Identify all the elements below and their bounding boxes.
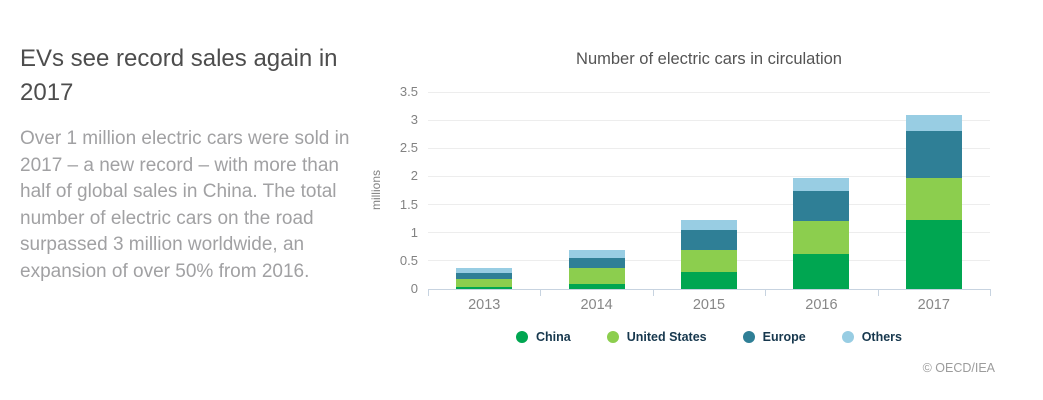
x-tick-label-2017: 2017 (917, 297, 950, 313)
legend-item-united-states[interactable]: United States (606, 330, 707, 344)
bar-segment-others-2017 (906, 114, 962, 132)
bar-segment-others-2013 (456, 268, 512, 274)
gridline-2.5 (428, 147, 990, 149)
bar-2014 (569, 250, 625, 289)
x-axis-tick (653, 289, 654, 296)
chart-title: Number of electric cars in circulation (576, 50, 842, 68)
bar-2016 (793, 178, 849, 289)
copyright-credit: © OECD/IEA (922, 361, 995, 375)
gridline-1.5 (428, 204, 990, 206)
plot-area: 2013 2014 2015 2016 2017 (428, 91, 991, 313)
y-tick-label-3: 3 (410, 112, 418, 128)
bar-segment-others-2014 (569, 250, 625, 259)
legend-label-europe: Europe (762, 330, 806, 344)
x-axis-tick (878, 289, 879, 296)
x-tick-label-2016: 2016 (805, 297, 838, 313)
legend-item-others[interactable]: Others (841, 330, 902, 344)
bar-segment-china-2016 (793, 254, 849, 289)
legend-item-china[interactable]: China (516, 330, 571, 344)
bar-segment-china-2014 (569, 283, 625, 289)
bar-segment-china-2013 (456, 287, 512, 289)
y-tick-label-1: 1 (410, 224, 418, 240)
gridline-3.5 (428, 91, 990, 93)
bar-segment-china-2015 (681, 272, 737, 289)
y-tick-label-3.5: 3.5 (399, 84, 418, 99)
bar-2013 (456, 268, 512, 289)
legend-label-united-states: United States (626, 330, 707, 344)
legend-item-europe[interactable]: Europe (742, 330, 806, 344)
bar-segment-europe-2013 (456, 273, 512, 280)
bar-segment-others-2015 (681, 220, 737, 230)
bar-segment-united-states-2015 (681, 250, 737, 273)
bar-segment-others-2016 (793, 178, 849, 191)
legend-dot-china (516, 331, 528, 343)
bar-segment-europe-2014 (569, 258, 625, 268)
page-title: EVs see record sales again in 2017 (20, 45, 338, 106)
bar-segment-united-states-2017 (906, 178, 962, 221)
legend-dot-others (841, 331, 854, 343)
y-tick-label-0: 0 (410, 281, 418, 296)
legend-label-others: Others (861, 330, 902, 344)
bar-segment-china-2017 (906, 220, 962, 289)
bar-segment-europe-2015 (681, 229, 737, 251)
y-tick-label-2.5: 2.5 (399, 140, 418, 156)
x-axis-tick (765, 289, 766, 296)
y-tick-label-2: 2 (410, 168, 418, 184)
bar-segment-europe-2016 (793, 190, 849, 221)
bar-2015 (681, 220, 737, 289)
x-tick-label-2015: 2015 (692, 297, 726, 313)
legend-dot-united-states (606, 331, 619, 343)
x-axis-line (428, 289, 991, 290)
x-tick-label-2014: 2014 (580, 297, 613, 313)
bar-segment-europe-2017 (906, 131, 962, 179)
gridline-3 (428, 119, 990, 121)
bar-2017 (906, 114, 962, 289)
gridline-2 (428, 175, 990, 177)
x-tick-label-2013: 2013 (468, 297, 501, 313)
legend-dot-europe (742, 331, 755, 343)
intro-paragraph: Over 1 million electric cars were sold i… (20, 128, 350, 282)
legend-label-china: China (536, 330, 571, 344)
bar-segment-united-states-2014 (569, 267, 625, 284)
bar-segment-united-states-2016 (793, 220, 849, 255)
x-axis-tick (990, 289, 991, 296)
y-tick-label-0.5: 0.5 (399, 252, 418, 268)
chart-legend: China United States Europe Others (428, 330, 990, 344)
x-axis-tick (540, 289, 541, 296)
bar-segment-united-states-2013 (456, 279, 512, 288)
y-tick-label-1.5: 1.5 (399, 196, 418, 212)
x-axis-tick (428, 289, 429, 296)
